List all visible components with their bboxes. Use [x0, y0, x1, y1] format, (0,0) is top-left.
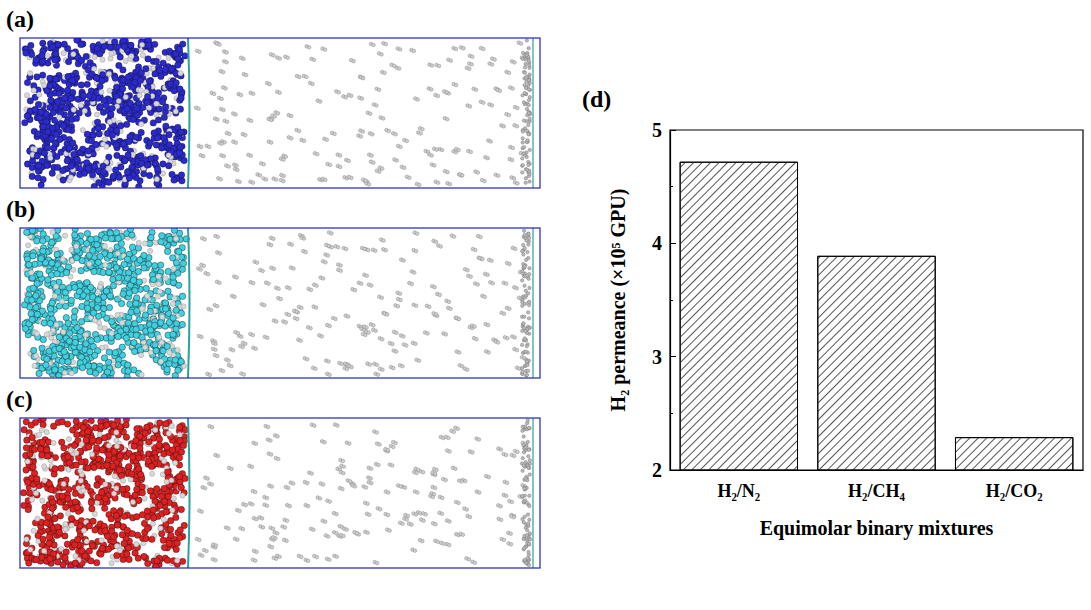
html-text:(b): (b)	[6, 196, 36, 222]
svg-text:H₂ permeance (×10⁵ GPU): H₂ permeance (×10⁵ GPU)	[607, 189, 630, 412]
svg-text:H₂/CH₄: H₂/CH₄	[848, 481, 905, 501]
svg-text:Equimolar binary mixtures: Equimolar binary mixtures	[760, 517, 994, 540]
svg-text:H₂/CO₂: H₂/CO₂	[986, 481, 1043, 501]
svg-text:5: 5	[652, 119, 662, 141]
svg-text:4: 4	[652, 232, 662, 254]
html-text:(a): (a)	[6, 6, 34, 32]
svg-text:2: 2	[652, 459, 662, 481]
svg-text:3: 3	[652, 346, 662, 368]
svg-text:H₂/N₂: H₂/N₂	[717, 481, 760, 501]
html-text:(c): (c)	[6, 386, 33, 412]
html-text:(d): (d)	[582, 86, 612, 112]
